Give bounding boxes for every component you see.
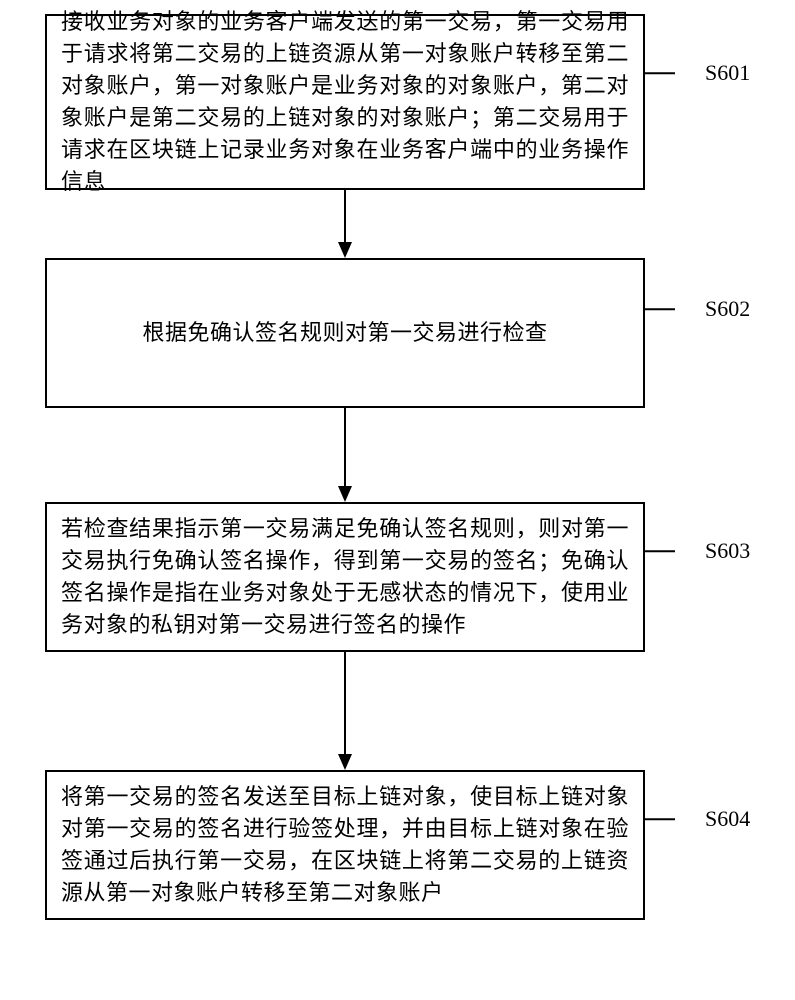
step-label-s601: S601 bbox=[705, 60, 750, 86]
step-label-s602: S602 bbox=[705, 296, 750, 322]
step-text-s601: 接收业务对象的业务客户端发送的第一交易，第一交易用于请求将第二交易的上链资源从第… bbox=[61, 6, 629, 197]
step-box-s604: 将第一交易的签名发送至目标上链对象，使目标上链对象对第一交易的签名进行验签处理，… bbox=[45, 770, 645, 920]
step-box-s602: 根据免确认签名规则对第一交易进行检查 bbox=[45, 258, 645, 408]
step-label-s604: S604 bbox=[705, 806, 750, 832]
step-box-s601: 接收业务对象的业务客户端发送的第一交易，第一交易用于请求将第二交易的上链资源从第… bbox=[45, 14, 645, 190]
step-text-s603: 若检查结果指示第一交易满足免确认签名规则，则对第一交易执行免确认签名操作，得到第… bbox=[61, 513, 629, 641]
step-box-s603: 若检查结果指示第一交易满足免确认签名规则，则对第一交易执行免确认签名操作，得到第… bbox=[45, 502, 645, 652]
step-text-s602: 根据免确认签名规则对第一交易进行检查 bbox=[61, 317, 629, 349]
step-label-s603: S603 bbox=[705, 538, 750, 564]
step-text-s604: 将第一交易的签名发送至目标上链对象，使目标上链对象对第一交易的签名进行验签处理，… bbox=[61, 781, 629, 909]
flowchart-canvas: 接收业务对象的业务客户端发送的第一交易，第一交易用于请求将第二交易的上链资源从第… bbox=[0, 0, 795, 1000]
